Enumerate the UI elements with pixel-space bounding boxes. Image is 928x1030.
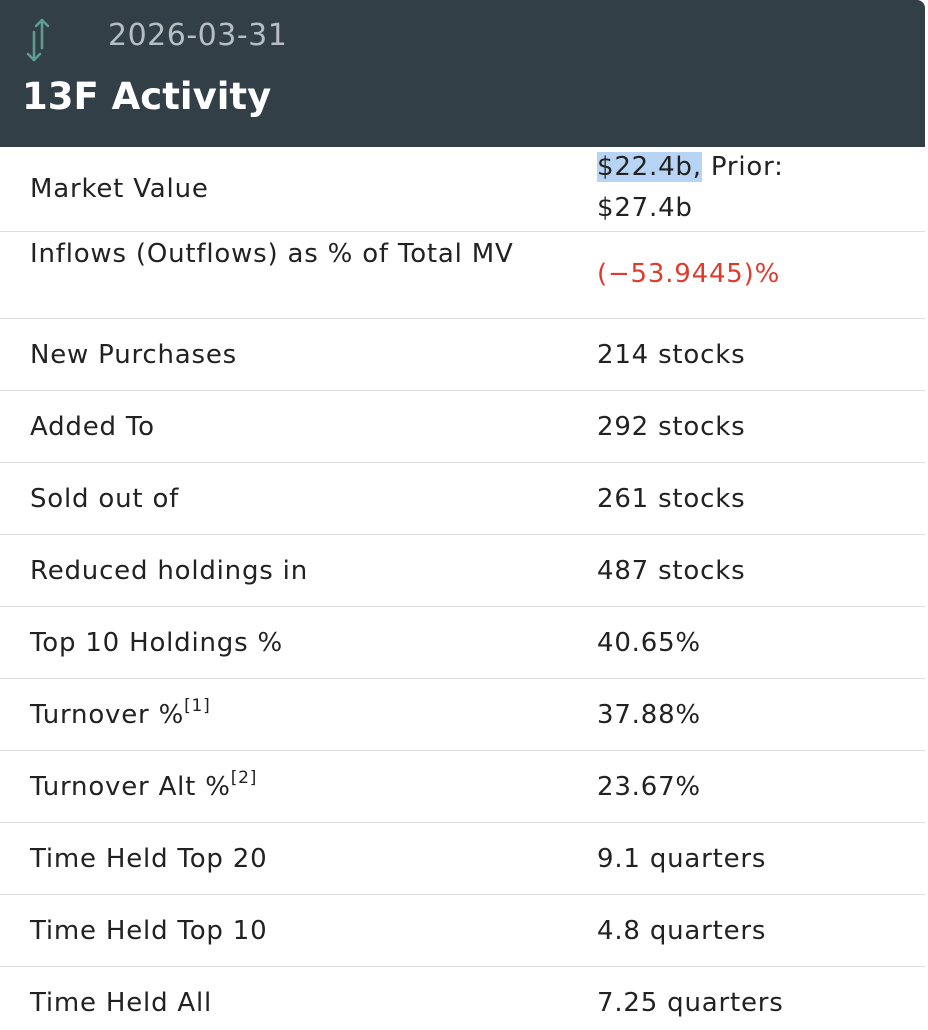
row-new-purchases: New Purchases 214 stocks [0,319,925,391]
inflows-value: (−53.9445)% [597,259,781,289]
row-label: Reduced holdings in [30,556,308,586]
reduced-value: 487 stocks [597,556,746,586]
row-time-held-top20: Time Held Top 20 9.1 quarters [0,823,925,895]
row-label: Time Held Top 10 [30,916,268,946]
row-sold-out: Sold out of 261 stocks [0,463,925,535]
row-time-held-all: Time Held All 7.25 quarters [0,967,925,1030]
time-held-top20-value: 9.1 quarters [597,844,767,874]
row-label: Top 10 Holdings % [30,628,283,658]
footnote-link-2[interactable]: [2] [230,768,258,789]
market-value-current: $22.4b, [597,152,702,182]
time-held-all-value: 7.25 quarters [597,988,784,1018]
turnover-alt-label: Turnover Alt % [30,772,231,802]
time-held-top10-value: 4.8 quarters [597,916,767,946]
card-title: 13F Activity [22,75,272,118]
row-top10-holdings: Top 10 Holdings % 40.65% [0,607,925,679]
row-label: Inflows (Outflows) as % of Total MV [30,239,514,269]
market-value-prior: $27.4b [597,193,693,223]
row-added-to: Added To 292 stocks [0,391,925,463]
row-reduced: Reduced holdings in 487 stocks [0,535,925,607]
row-label: Added To [30,412,155,442]
turnover-value: 37.88% [597,700,701,730]
report-date: 2026-03-31 [108,18,288,53]
row-label: New Purchases [30,340,237,370]
row-turnover: Turnover %[1] 37.88% [0,679,925,751]
row-time-held-top10: Time Held Top 10 4.8 quarters [0,895,925,967]
top10-holdings-value: 40.65% [597,628,701,658]
turnover-alt-value: 23.67% [597,772,701,802]
row-label: Turnover Alt %[2] [30,767,520,808]
row-market-value: Market Value $22.4b, Prior: $27.4b [0,147,925,232]
sold-out-value: 261 stocks [597,484,746,514]
row-turnover-alt: Turnover Alt %[2] 23.67% [0,751,925,823]
turnover-label: Turnover % [30,700,185,730]
row-label: Market Value [30,174,209,204]
up-down-arrows-icon [26,18,50,62]
market-value-prior-label: Prior: [701,152,784,182]
added-to-value: 292 stocks [597,412,746,442]
row-label: Sold out of [30,484,180,514]
row-label: Turnover %[1] [30,695,520,736]
row-inflows: Inflows (Outflows) as % of Total MV (−53… [0,232,925,319]
card-header: 2026-03-31 13F Activity [0,0,925,147]
market-value: $22.4b, Prior: $27.4b [597,147,907,229]
new-purchases-value: 214 stocks [597,340,746,370]
row-label: Time Held All [30,988,213,1018]
footnote-link-1[interactable]: [1] [184,696,211,717]
row-label: Time Held Top 20 [30,844,268,874]
activity-table: Market Value $22.4b, Prior: $27.4b Inflo… [0,147,925,1030]
